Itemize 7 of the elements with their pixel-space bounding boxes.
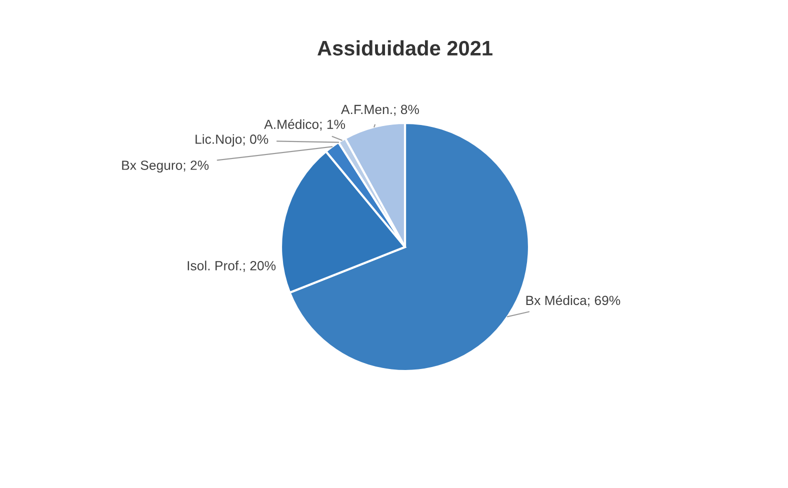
chart-title: Assiduidade 2021 xyxy=(318,40,492,56)
slice-label: A.Médico; 1% xyxy=(264,119,346,131)
legend-label: Lic.Nojo; 0% xyxy=(196,134,268,147)
slice-label: Bx Seguro; 2% xyxy=(122,160,209,173)
slice-label: A.F.Men.; 8% xyxy=(341,104,419,116)
slice-label: Isol. Prof.; 20% xyxy=(188,260,276,272)
slice-label: Bx Médica; 69% xyxy=(526,295,620,307)
